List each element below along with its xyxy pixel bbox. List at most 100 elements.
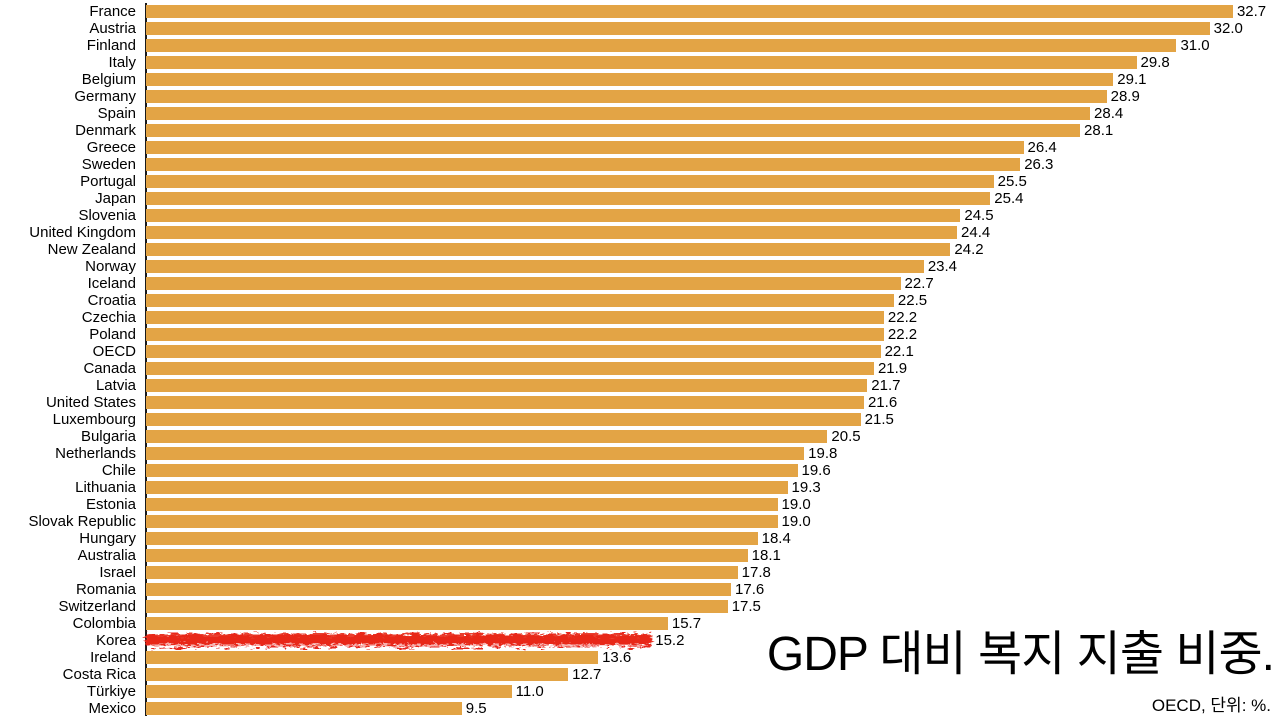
category-label: New Zealand [47,241,136,258]
bar [146,226,958,239]
category-label: Latvia [95,377,136,394]
bar [146,22,1210,35]
category-label: Bulgaria [80,428,136,445]
value-label: 21.6 [867,394,898,411]
category-label: United Kingdom [29,224,136,241]
category-label: Croatia [87,292,136,309]
bar [146,39,1177,52]
bar [146,345,881,358]
bar [146,498,778,511]
category-label: Austria [89,20,136,37]
bar [146,379,868,392]
category-label: Poland [89,326,136,343]
source-note: OECD, 단위: %. [1151,696,1271,715]
bar [146,515,778,528]
value-label: 11.0 [515,683,544,700]
bar [146,566,738,579]
value-label: 28.9 [1110,88,1140,105]
category-label: Belgium [81,71,136,88]
category-label: Türkiye [86,683,136,700]
category-label: France [89,3,136,20]
bar [146,430,828,443]
category-label: Lithuania [75,479,136,496]
category-label: Norway [85,258,136,275]
bar [146,56,1137,69]
category-label: Germany [74,88,136,105]
category-label: Chile [101,462,136,479]
bar [146,464,798,477]
category-label: Spain [97,105,136,122]
value-label: 32.7 [1236,3,1267,20]
value-label: 15.7 [671,615,702,632]
bar [146,532,758,545]
value-label: 9.5 [465,700,487,717]
bar [146,600,728,613]
chart-title: GDP 대비 복지 지출 비중. [766,628,1275,681]
value-label: 28.4 [1094,105,1124,122]
bar [146,209,961,222]
category-label: Mexico [88,700,136,717]
value-label: 22.5 [897,292,928,309]
category-label: Finland [86,37,136,54]
category-label: Luxembourg [52,411,136,428]
value-label: 15.2 [655,632,685,649]
bar [146,5,1233,18]
value-label: 31.0 [1180,37,1210,54]
category-label: Czechia [81,309,136,326]
bar [146,651,599,664]
bar [146,73,1114,86]
category-label: Hungary [79,530,136,547]
category-label: Sweden [81,156,136,173]
bar [146,192,991,205]
category-label: Costa Rica [62,666,136,683]
category-label: Romania [75,581,136,598]
highlight-bar-scribble [146,633,652,647]
value-label: 19.3 [791,479,821,496]
category-label: Ireland [90,649,136,666]
bar [146,328,884,341]
bar [146,243,951,256]
value-label: 22.7 [904,275,934,292]
value-label: 26.4 [1027,139,1057,156]
category-label: Portugal [80,173,136,190]
bar [146,260,924,273]
category-label: Iceland [87,275,136,292]
value-label: 17.5 [731,598,761,615]
value-label: 29.8 [1140,54,1170,71]
bar [146,107,1091,120]
value-label: 32.0 [1213,20,1243,37]
value-label: 19.0 [781,496,811,513]
value-label: 12.7 [572,666,602,683]
bar [146,141,1024,154]
value-label: 21.9 [877,360,908,377]
value-label: 20.5 [831,428,861,445]
value-label: 26.3 [1024,156,1054,173]
value-label: 18.1 [751,547,781,564]
category-label: Canada [83,360,136,377]
category-label: Italy [108,54,136,71]
bar [146,175,994,188]
value-label: 22.2 [887,309,918,326]
category-label: Estonia [85,496,136,513]
value-label: 24.4 [961,224,991,241]
bar [146,124,1081,137]
value-label: 24.2 [954,241,984,258]
category-label: Israel [99,564,136,581]
category-label: Greece [86,139,136,156]
value-label: 25.4 [994,190,1024,207]
value-label: 22.1 [884,343,914,360]
bar [146,294,894,307]
bar [146,447,805,460]
value-label: 28.1 [1084,122,1114,139]
value-label: 19.8 [808,445,838,462]
value-label: 21.5 [864,411,894,428]
value-label: 25.5 [997,173,1027,190]
bar [146,413,861,426]
value-label: 19.6 [801,462,831,479]
category-label: Slovak Republic [28,513,136,530]
value-label: 24.5 [964,207,994,224]
category-label: Korea [95,632,136,649]
category-label: Slovenia [78,207,136,224]
bar [146,396,864,409]
